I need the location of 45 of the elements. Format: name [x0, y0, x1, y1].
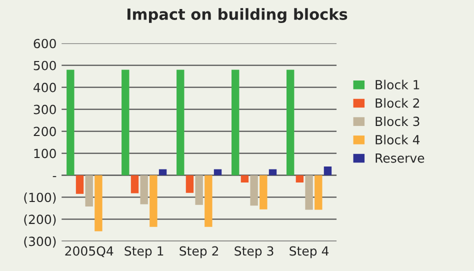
bar — [186, 175, 194, 193]
bar — [324, 166, 332, 176]
bar — [260, 175, 268, 210]
y-tick-label: 100 — [34, 148, 56, 158]
bar — [268, 169, 277, 176]
y-tick-label: 400 — [34, 82, 56, 92]
bar — [305, 175, 313, 210]
bar — [250, 175, 258, 206]
bar — [94, 175, 102, 232]
x-tick-label: Step 3 — [234, 246, 274, 258]
bar — [150, 175, 158, 227]
bar — [85, 175, 93, 206]
legend-label: Block 4 — [376, 134, 420, 144]
bar — [176, 70, 184, 176]
bar — [158, 169, 167, 176]
x-tick-label: Step 4 — [290, 246, 329, 258]
bar — [314, 175, 322, 210]
bar — [204, 175, 212, 227]
legend-label: Block 1 — [376, 80, 420, 90]
bar — [122, 70, 130, 176]
bar — [140, 175, 148, 204]
bar — [76, 175, 84, 194]
legend-label: Block 2 — [376, 98, 420, 108]
bar — [130, 175, 139, 194]
legend-label: Reserve — [376, 154, 424, 163]
bar — [296, 175, 304, 182]
bar — [240, 175, 249, 182]
y-tick-label: (300) — [24, 236, 56, 248]
x-tick-label: 2005Q4 — [65, 246, 114, 258]
bar — [66, 70, 74, 176]
y-tick-label: 500 — [34, 60, 56, 70]
y-tick-label: 600 — [34, 38, 56, 48]
bar — [232, 70, 240, 176]
bar — [195, 175, 203, 205]
y-tick-label: - — [52, 176, 56, 178]
chart-title: Impact on building blocks — [128, 8, 348, 24]
bar — [286, 70, 294, 176]
bar — [214, 169, 222, 176]
legend-label: Block 3 — [376, 116, 420, 126]
y-tick-label: (200) — [24, 214, 56, 226]
y-tick-label: 200 — [34, 126, 56, 136]
x-tick-label: Step 2 — [180, 246, 218, 258]
x-tick-label: Step 1 — [124, 246, 164, 258]
y-tick-label: (100) — [24, 192, 56, 204]
y-tick-label: 300 — [34, 104, 56, 114]
